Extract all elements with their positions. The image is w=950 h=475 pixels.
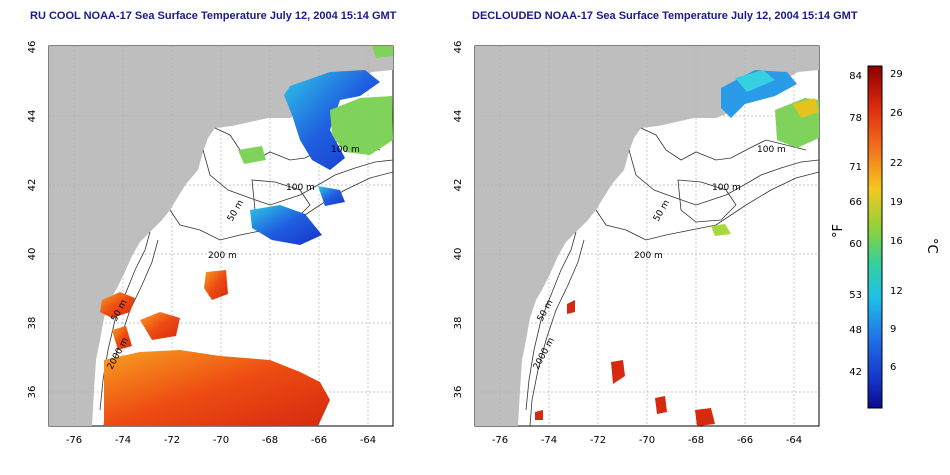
left-y-tick: 44 <box>27 110 38 123</box>
left-contour-label: 200 m <box>208 251 237 261</box>
right-y-tick: 46 <box>453 41 464 54</box>
left-y-tick: 42 <box>27 179 38 192</box>
right-map-title: DECLOUDED NOAA-17 Sea Surface Temperatur… <box>472 10 858 22</box>
colorbar-gradient <box>867 65 883 409</box>
right-y-tick: 44 <box>453 110 464 123</box>
left-x-tick: -76 <box>66 435 82 446</box>
left-y-tick: 38 <box>27 317 38 330</box>
left-y-tick: 40 <box>27 248 38 261</box>
right-x-tick: -64 <box>786 435 802 446</box>
right-x-tick: -76 <box>492 435 508 446</box>
right-land <box>475 46 819 426</box>
left-sst-map: 100 m 50 m 200 m 50 m 2000 m 100 m -76 -… <box>27 41 394 446</box>
left-contour-label: 100 m <box>331 145 360 155</box>
colorbar-f-tick: 53 <box>849 290 862 301</box>
colorbar-c-tick: 16 <box>890 236 903 247</box>
colorbar-f-tick: 78 <box>849 113 862 124</box>
left-x-tick: -74 <box>115 435 131 446</box>
right-x-tick: -68 <box>688 435 704 446</box>
colorbar-c-tick: 22 <box>890 158 903 169</box>
left-x-tick: -68 <box>262 435 278 446</box>
left-x-tick: -70 <box>213 435 229 446</box>
left-land <box>49 46 393 426</box>
right-contour-label: 100 m <box>712 183 741 193</box>
colorbar-f-tick: 48 <box>849 325 862 336</box>
colorbar-f-tick: 84 <box>849 71 862 82</box>
colorbar-f-tick: 71 <box>849 162 862 173</box>
right-x-tick: -66 <box>737 435 753 446</box>
right-x-tick: -70 <box>639 435 655 446</box>
left-x-tick: -72 <box>164 435 180 446</box>
right-y-tick: 36 <box>453 386 464 399</box>
colorbar-c-tick: 19 <box>890 197 903 208</box>
colorbar-c-tick: 29 <box>890 69 903 80</box>
right-contour-label: 200 m <box>634 251 663 261</box>
left-contour-label: 100 m <box>286 183 315 193</box>
left-map-title: RU COOL NOAA-17 Sea Surface Temperature … <box>30 10 397 22</box>
right-x-tick: -72 <box>590 435 606 446</box>
colorbar-f-tick: 66 <box>849 197 862 208</box>
left-y-tick: 36 <box>27 386 38 399</box>
colorbar: 84 78 71 66 60 53 48 42 29 26 22 19 16 1… <box>831 65 939 409</box>
colorbar-c-unit: °C <box>924 238 939 254</box>
colorbar-f-unit: °F <box>831 224 846 238</box>
right-y-tick: 40 <box>453 248 464 261</box>
colorbar-c-tick: 26 <box>890 108 903 119</box>
left-y-tick: 46 <box>27 41 38 54</box>
left-x-tick: -64 <box>360 435 376 446</box>
colorbar-c-tick: 6 <box>890 362 896 373</box>
right-y-tick: 38 <box>453 317 464 330</box>
right-contour-label: 100 m <box>757 145 786 155</box>
right-y-tick: 42 <box>453 179 464 192</box>
left-x-tick: -66 <box>311 435 327 446</box>
colorbar-c-tick: 12 <box>890 286 903 297</box>
colorbar-f-tick: 42 <box>849 367 862 378</box>
right-sst-map: 100 m 50 m 200 m 50 m 2000 m 100 m -76 -… <box>453 41 820 446</box>
right-x-tick: -74 <box>541 435 557 446</box>
colorbar-c-tick: 9 <box>890 324 896 335</box>
colorbar-f-tick: 60 <box>849 239 862 250</box>
